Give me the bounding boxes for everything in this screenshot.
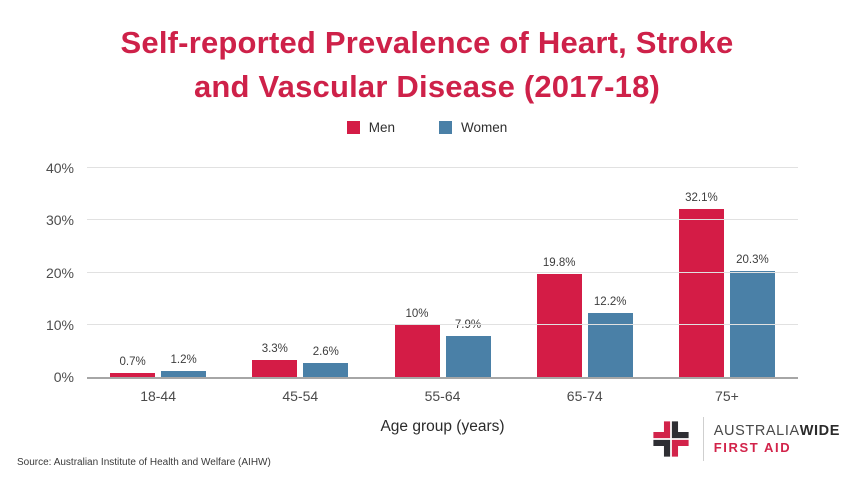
value-label-women-75+: 20.3% xyxy=(736,253,769,266)
cross-piece-bottom-left xyxy=(653,439,670,457)
gridline-40% xyxy=(87,167,798,168)
value-label-women-18-44: 1.2% xyxy=(170,353,197,366)
bar-group-55-64: 10% 7.9% xyxy=(371,168,513,377)
brand-text: AUSTRALIAWIDE FIRST AID xyxy=(714,423,840,455)
bar-men-45-54: 3.3% xyxy=(252,343,298,377)
gridline-30% xyxy=(87,219,798,221)
plot-area: 0.7% 1.2% 3.3% 2.6% 10% 7.9% 19.8% 12.2% 32.1% 20… xyxy=(87,167,798,379)
bar-group-18-44: 0.7% 1.2% xyxy=(87,168,229,377)
value-label-women-45-54: 2.6% xyxy=(312,346,339,359)
bar-women-45-54: 2.6% xyxy=(303,346,349,377)
bar-men-75+: 32.1% xyxy=(678,192,724,377)
bar-men-65-74: 19.8% xyxy=(536,257,582,377)
value-label-men-75+: 32.1% xyxy=(685,192,718,205)
bar-men-18-44: 0.7% xyxy=(110,356,156,377)
x-axis-ticks: 18-44 45-54 55-64 65-74 75+ xyxy=(87,388,798,404)
value-label-men-18-44: 0.7% xyxy=(119,356,146,369)
brand-name-regular: AUSTRALIA xyxy=(713,423,800,439)
bar-women-18-44: 1.2% xyxy=(161,354,207,377)
brand-tagline: FIRST AID xyxy=(713,440,792,455)
bar-men-55-64: 10% xyxy=(394,308,440,377)
legend-label: Women xyxy=(460,120,508,135)
x-tick-18-44: 18-44 xyxy=(140,388,176,404)
brand-name-bold: WIDE xyxy=(799,423,840,439)
gridline-10% xyxy=(87,323,798,325)
bar-group-45-54: 3.3% 2.6% xyxy=(229,168,371,377)
x-tick-75+: 75+ xyxy=(715,388,739,404)
x-axis-title: Age group (years) xyxy=(380,418,505,435)
bar-women-55-64: 7.9% xyxy=(445,319,491,377)
brand-name: AUSTRALIAWIDE xyxy=(714,423,840,439)
y-tick-0%: 0% xyxy=(53,369,74,385)
gridline-20% xyxy=(87,271,798,273)
legend: Men Women xyxy=(0,120,854,135)
bar-group-75+: 32.1% 20.3% xyxy=(656,168,798,377)
y-tick-10%: 10% xyxy=(45,316,74,333)
bar-group-65-74: 19.8% 12.2% xyxy=(514,168,656,377)
first-aid-cross-icon xyxy=(653,421,689,457)
legend-item-women: Women xyxy=(438,120,508,135)
bar-groups: 0.7% 1.2% 3.3% 2.6% 10% 7.9% 19.8% 12.2% 32.1% 20… xyxy=(87,168,798,377)
logo-divider xyxy=(702,417,704,461)
cross-piece-bottom-right xyxy=(671,439,689,457)
chart-title: Self-reported Prevalence of Heart, Strok… xyxy=(0,21,854,109)
legend-swatch-men xyxy=(346,121,360,134)
cross-piece-top-right xyxy=(671,421,689,439)
legend-label: Men xyxy=(368,120,395,135)
y-tick-40%: 40% xyxy=(45,160,74,176)
x-tick-45-54: 45-54 xyxy=(282,388,319,404)
y-axis: 0% 10% 20% 30% 40% xyxy=(0,160,74,385)
chart-title-line-1: Self-reported Prevalence of Heart, Strok… xyxy=(120,25,734,60)
x-tick-55-64: 55-64 xyxy=(424,388,461,404)
source-note: Source: Australian Institute of Health a… xyxy=(17,457,271,468)
cross-piece-top-left xyxy=(653,421,670,439)
value-label-men-65-74: 19.8% xyxy=(542,256,576,269)
legend-item-men: Men xyxy=(346,120,395,135)
brand-logo: AUSTRALIAWIDE FIRST AID xyxy=(649,416,840,462)
y-tick-20%: 20% xyxy=(45,264,74,281)
x-tick-65-74: 65-74 xyxy=(566,388,603,404)
chart-title-line-2: and Vascular Disease (2017-18) xyxy=(193,69,661,104)
value-label-men-45-54: 3.3% xyxy=(261,342,288,355)
y-tick-30%: 30% xyxy=(45,212,74,229)
legend-swatch-women xyxy=(438,121,452,134)
value-label-women-65-74: 12.2% xyxy=(593,296,627,309)
value-label-men-55-64: 10% xyxy=(405,307,429,320)
